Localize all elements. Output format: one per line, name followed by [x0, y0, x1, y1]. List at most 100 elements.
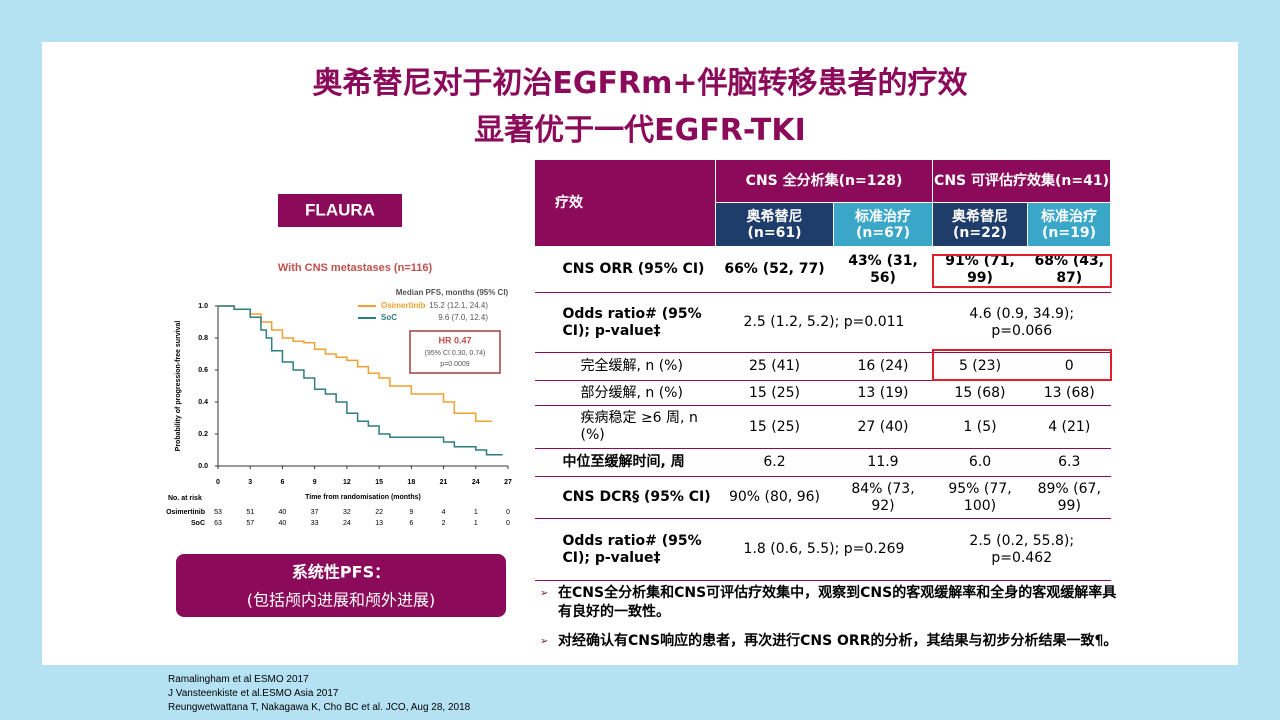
- risk-count: 2: [442, 520, 446, 527]
- value-cell: 66% (52, 77): [715, 246, 834, 293]
- value-cell: 0: [1027, 352, 1111, 381]
- risk-count: 53: [214, 509, 222, 516]
- value-cell: 6.0: [932, 448, 1028, 477]
- x-tick-label: 12: [343, 479, 351, 486]
- value-cell: 2.5 (0.2, 55.8); p=0.462: [932, 518, 1111, 581]
- risk-count: 57: [246, 520, 254, 527]
- value-cell: 89% (67, 99): [1027, 476, 1111, 519]
- badge: FLAURA: [305, 200, 375, 219]
- row-label: 疾病稳定 ≥6 周, n (%): [534, 405, 716, 449]
- risk-count: 32: [343, 509, 351, 516]
- reference: J Vansteenkiste et al.ESMO Asia 2017: [168, 688, 339, 699]
- legend-label: Osimertinib: [381, 301, 426, 310]
- value-cell: 84% (73, 92): [832, 476, 933, 519]
- x-tick-label: 24: [472, 479, 480, 486]
- bullet: 对经确认有CNS响应的患者，再次进行CNS ORR的分析，其结果与初步分析结果一…: [540, 632, 1128, 651]
- value-cell: 95% (77, 100): [932, 476, 1028, 519]
- value-cell: 90% (80, 96): [715, 476, 834, 519]
- risk-count: 33: [311, 520, 319, 527]
- y-axis-label: Probability of progression-free survival: [175, 321, 182, 452]
- arm-header: 标准治疗(n=67): [832, 202, 934, 247]
- value-cell: 11.9: [832, 448, 933, 477]
- value-cell: 6.3: [1027, 448, 1111, 477]
- highlight-box: [932, 254, 1112, 288]
- x-tick-label: 18: [407, 479, 415, 486]
- risk-count: 51: [246, 509, 254, 516]
- risk-title: No. at risk: [168, 495, 202, 502]
- legend-title: Median PFS, months (95% CI): [396, 288, 509, 297]
- value-cell: 13 (19): [832, 380, 933, 406]
- x-axis-label: Time from randomisation (months): [305, 494, 421, 501]
- row-label: CNS DCR§ (95% CI): [534, 476, 716, 519]
- value-cell: 1.8 (0.6, 5.5); p=0.269: [714, 518, 933, 581]
- bullet: 在CNS全分析集和CNS可评估疗效集中，观察到CNS的客观缓解率和全身的客观缓解…: [540, 584, 1128, 622]
- legend-label: SoC: [381, 313, 397, 322]
- y-tick-label: 0.2: [198, 431, 208, 438]
- x-tick-label: 6: [280, 479, 284, 486]
- risk-count: 37: [311, 509, 319, 516]
- legend-median: 9.6 (7.0, 12.4): [438, 313, 488, 322]
- risk-count: 22: [375, 509, 383, 516]
- risk-count: 13: [375, 520, 383, 527]
- risk-count: 1: [474, 520, 478, 527]
- pfs-title: 系统性PFS：: [292, 563, 390, 582]
- x-tick-label: 3: [248, 479, 252, 486]
- value-cell: 16 (24): [832, 352, 933, 381]
- reference: Reungwetwattana T, Nakagawa K, Cho BC et…: [168, 702, 471, 713]
- risk-name: SoC: [191, 520, 205, 527]
- x-tick-label: 15: [375, 479, 383, 486]
- pfs-box: [176, 554, 506, 617]
- group-header: CNS 全分析集(n=128): [714, 159, 934, 203]
- x-tick-label: 9: [313, 479, 317, 486]
- survival-curve: [218, 305, 503, 456]
- risk-count: 40: [279, 520, 287, 527]
- hr-p: p=0.0009: [440, 361, 469, 368]
- corner-header: 疗效: [534, 159, 716, 247]
- risk-name: Osimertinib: [166, 509, 205, 516]
- x-tick-label: 27: [504, 479, 512, 486]
- risk-count: 40: [279, 509, 287, 516]
- value-cell: 15 (68): [932, 380, 1028, 406]
- y-tick-label: 0.4: [198, 399, 208, 406]
- risk-count: 0: [506, 509, 510, 516]
- row-label: Odds ratio# (95% CI); p-value‡: [534, 518, 716, 581]
- pfs-note: (包括颅内进展和颅外进展): [247, 591, 436, 610]
- value-cell: 15 (25): [715, 380, 834, 406]
- arm-header: 奥希替尼(n=61): [715, 202, 834, 247]
- x-tick-label: 0: [216, 479, 220, 486]
- title-line: 奥希替尼对于初治EGFRm+伴脑转移患者的疗效: [312, 66, 968, 101]
- value-cell: 27 (40): [832, 405, 933, 449]
- survival-curve: [218, 305, 492, 422]
- value-cell: 13 (68): [1027, 380, 1111, 406]
- chart-title: With CNS metastases (n=116): [278, 262, 433, 274]
- row-label: 完全缓解, n (%): [534, 352, 716, 381]
- highlight-box: [932, 349, 1112, 381]
- risk-count: 24: [343, 520, 351, 527]
- y-tick-label: 1.0: [198, 303, 208, 310]
- y-tick-label: 0.6: [198, 367, 208, 374]
- hr-box: [409, 330, 501, 374]
- title-line: 显著优于一代EGFR-TKI: [474, 113, 806, 148]
- hr-text: HR 0.47: [438, 335, 471, 345]
- results-table: 疗效 CNS 全分析集(n=128) CNS 可评估疗效集(n=41) 奥希替尼(n=…: [534, 159, 1112, 581]
- value-cell: 4.6 (0.9, 34.9); p=0.066: [932, 292, 1111, 353]
- arm-header: 标准治疗(n=19): [1027, 202, 1112, 247]
- risk-count: 1: [474, 509, 478, 516]
- value-cell: 15 (25): [715, 405, 834, 449]
- value-cell: 4 (21): [1027, 405, 1111, 449]
- risk-count: 63: [214, 520, 222, 527]
- legend-median: 15.2 (12.1, 24.4): [429, 301, 488, 310]
- value-cell: 25 (41): [715, 352, 834, 381]
- y-tick-label: 0.0: [198, 463, 208, 470]
- group-header: CNS 可评估疗效集(n=41): [932, 159, 1112, 203]
- row-label: CNS ORR (95% CI): [534, 246, 716, 293]
- value-cell: 1 (5): [932, 405, 1028, 449]
- arm-header: 奥希替尼(n=22): [932, 202, 1029, 247]
- row-label: 中位至缓解时间, 周: [534, 448, 716, 477]
- row-label: 部分缓解, n (%): [534, 380, 716, 406]
- risk-count: 9: [409, 509, 413, 516]
- reference: Ramalingham et al ESMO 2017: [168, 674, 309, 685]
- row-label: Odds ratio# (95% CI); p-value‡: [534, 292, 716, 353]
- value-cell: 2.5 (1.2, 5.2); p=0.011: [714, 292, 933, 353]
- risk-count: 4: [442, 509, 446, 516]
